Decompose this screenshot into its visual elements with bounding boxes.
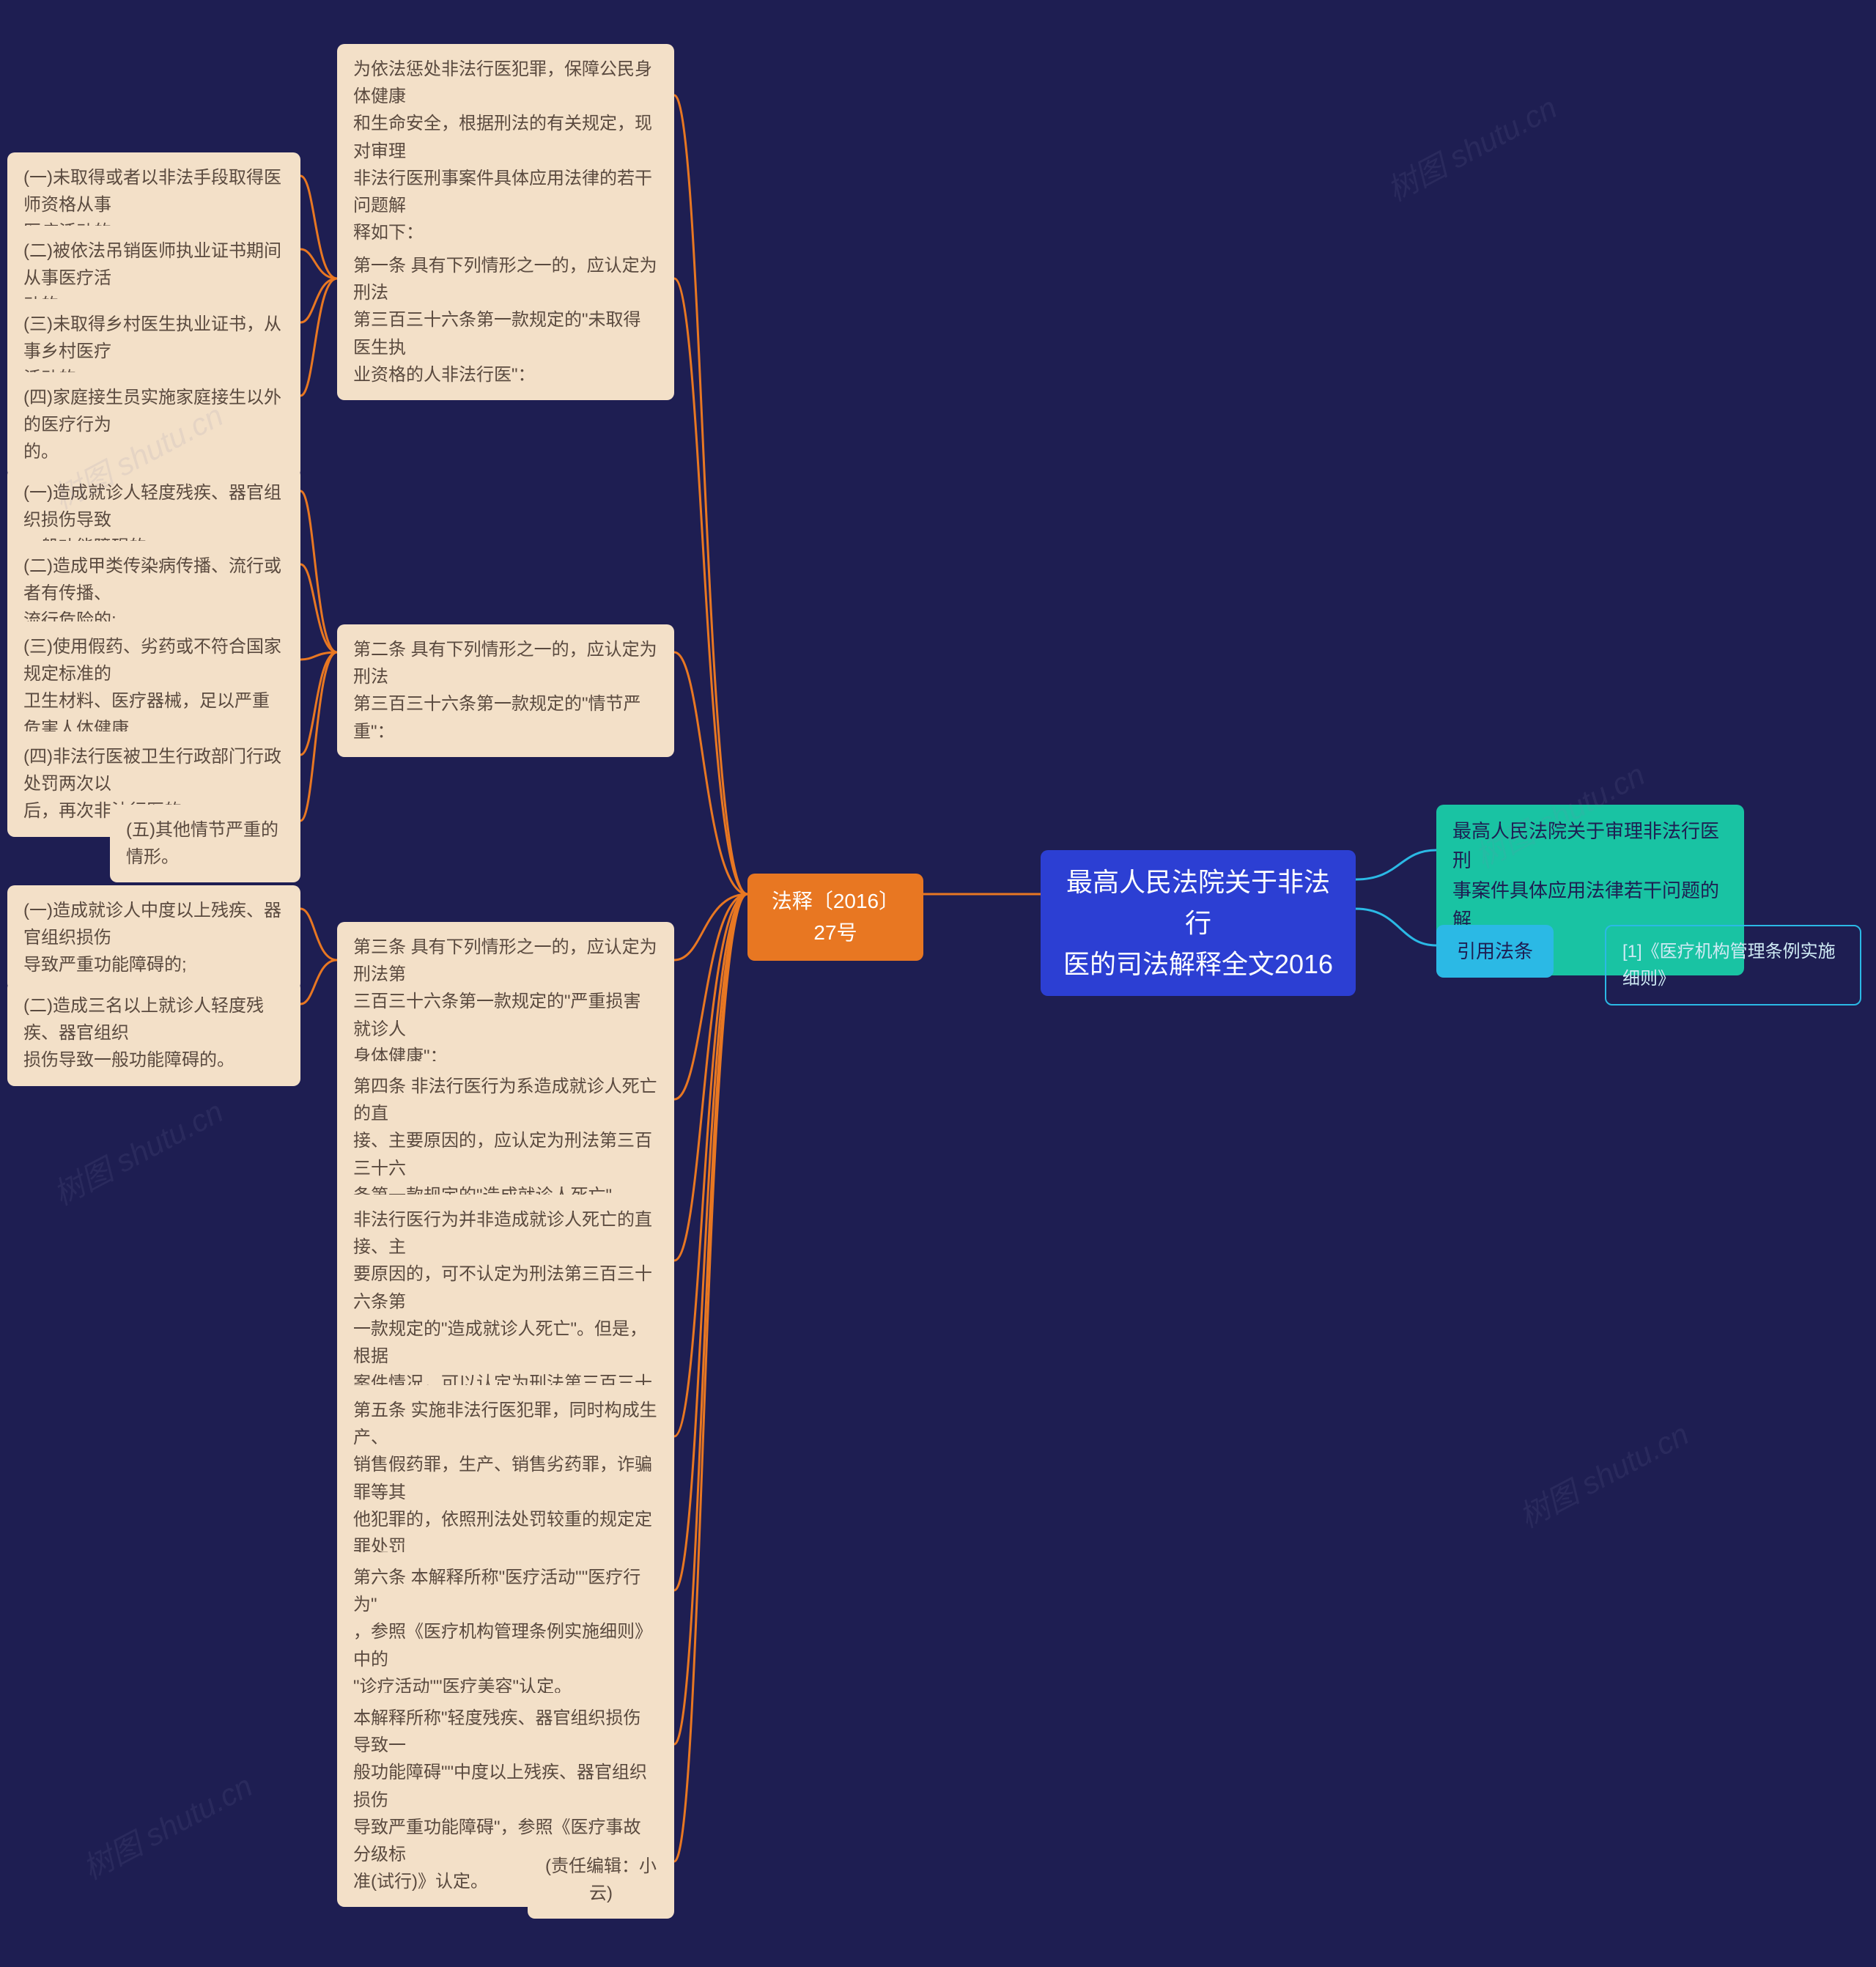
right-teal-l1: 最高人民法院关于审理非法行医刑: [1452, 816, 1728, 876]
intermediate-node[interactable]: 法释〔2016〕27号: [747, 874, 923, 961]
c1-l3: 业资格的人非法行医"：: [353, 361, 658, 388]
child-c0[interactable]: 为依法惩处非法行医犯罪，保障公民身体健康 和生命安全，根据刑法的有关规定，现对审…: [337, 44, 674, 258]
c5-l2: 要原因的，可不认定为刑法第三百三十六条第: [353, 1261, 658, 1315]
g2-5-text: (五)其他情节严重的情形。: [126, 816, 284, 871]
c8-l1: 本解释所称"轻度残疾、器官组织损伤导致一: [353, 1705, 658, 1759]
c6-l2: 销售假药罪，生产、销售劣药罪，诈骗罪等其: [353, 1451, 658, 1505]
c5-l3: 一款规定的"造成就诊人死亡"。但是，根据: [353, 1315, 658, 1370]
right-cyan-label: 引用法条: [1452, 937, 1537, 966]
mindmap-canvas: 树图 shutu.cn 树图 shutu.cn 树图 shutu.cn 树图 s…: [0, 0, 1876, 1967]
grand-g3-2[interactable]: (二)造成三名以上就诊人轻度残疾、器官组织 损伤导致一般功能障碍的。: [7, 981, 300, 1086]
watermark: 树图 shutu.cn: [1510, 1410, 1696, 1537]
c3-l1: 第三条 具有下列情形之一的，应认定为刑法第: [353, 934, 658, 988]
g3-1-l2: 导致严重功能障碍的;: [23, 951, 284, 978]
grand-g2-5[interactable]: (五)其他情节严重的情形。: [110, 805, 300, 882]
g2-2-l1: (二)造成甲类传染病传播、流行或者有传播、: [23, 553, 284, 607]
g1-2-l1: (二)被依法吊销医师执业证书期间从事医疗活: [23, 237, 284, 292]
c0-l1: 为依法惩处非法行医犯罪，保障公民身体健康: [353, 56, 658, 110]
watermark: 树图 shutu.cn: [45, 1088, 230, 1214]
g2-3-l1: (三)使用假药、劣药或不符合国家规定标准的: [23, 633, 284, 687]
right-cyan-node[interactable]: 引用法条: [1436, 925, 1554, 978]
grand-g3-1[interactable]: (一)造成就诊人中度以上残疾、器官组织损伤 导致严重功能障碍的;: [7, 885, 300, 991]
watermark: 树图 shutu.cn: [1378, 84, 1564, 210]
c3-l2: 三百三十六条第一款规定的"严重损害就诊人: [353, 988, 658, 1042]
g1-4-l2: 的。: [23, 438, 284, 465]
c6-l1: 第五条 实施非法行医犯罪，同时构成生产、: [353, 1397, 658, 1451]
child-c9[interactable]: (责任编辑：小云): [528, 1841, 674, 1919]
watermark: 树图 shutu.cn: [74, 1762, 259, 1889]
root-text-line1: 最高人民法院关于非法行: [1057, 862, 1340, 944]
c4-l1: 第四条 非法行医行为系造成就诊人死亡的直: [353, 1073, 658, 1127]
child-c7[interactable]: 第六条 本解释所称"医疗活动""医疗行为" ，参照《医疗机构管理条例实施细则》中…: [337, 1552, 674, 1712]
root-text-line2: 医的司法解释全文2016: [1057, 944, 1340, 985]
child-c2[interactable]: 第二条 具有下列情形之一的，应认定为刑法 第三百三十六条第一款规定的"情节严重"…: [337, 624, 674, 757]
g2-1-l1: (一)造成就诊人轻度残疾、器官组织损伤导致: [23, 479, 284, 534]
right-lightblue-node[interactable]: [1]《医疗机构管理条例实施细则》: [1605, 925, 1861, 1005]
c7-l2: ，参照《医疗机构管理条例实施细则》中的: [353, 1618, 658, 1672]
g3-2-l2: 损伤导致一般功能障碍的。: [23, 1047, 284, 1074]
c2-l1: 第二条 具有下列情形之一的，应认定为刑法: [353, 636, 658, 690]
c5-l1: 非法行医行为并非造成就诊人死亡的直接、主: [353, 1206, 658, 1261]
c9-text: (责任编辑：小云): [544, 1853, 658, 1907]
c0-l3: 非法行医刑事案件具体应用法律的若干问题解: [353, 165, 658, 219]
c2-l2: 第三百三十六条第一款规定的"情节严重"：: [353, 690, 658, 745]
root-node[interactable]: 最高人民法院关于非法行 医的司法解释全文2016: [1041, 850, 1356, 996]
g1-3-l1: (三)未取得乡村医生执业证书，从事乡村医疗: [23, 311, 284, 365]
g2-4-l1: (四)非法行医被卫生行政部门行政处罚两次以: [23, 743, 284, 797]
c4-l2: 接、主要原因的，应认定为刑法第三百三十六: [353, 1127, 658, 1181]
grand-g1-4[interactable]: (四)家庭接生员实施家庭接生以外的医疗行为 的。: [7, 372, 300, 478]
c1-l1: 第一条 具有下列情形之一的，应认定为刑法: [353, 252, 658, 306]
g1-4-l1: (四)家庭接生员实施家庭接生以外的医疗行为: [23, 384, 284, 438]
intermediate-label: 法释〔2016〕27号: [764, 885, 907, 949]
c7-l1: 第六条 本解释所称"医疗活动""医疗行为": [353, 1564, 658, 1618]
child-c3[interactable]: 第三条 具有下列情形之一的，应认定为刑法第 三百三十六条第一款规定的"严重损害就…: [337, 922, 674, 1082]
g3-1-l1: (一)造成就诊人中度以上残疾、器官组织损伤: [23, 897, 284, 951]
c0-l2: 和生命安全，根据刑法的有关规定，现对审理: [353, 110, 658, 164]
right-lightblue-label: [1]《医疗机构管理条例实施细则》: [1622, 938, 1844, 992]
g1-1-l1: (一)未取得或者以非法手段取得医师资格从事: [23, 164, 284, 218]
c1-l2: 第三百三十六条第一款规定的"未取得医生执: [353, 306, 658, 361]
c8-l2: 般功能障碍""中度以上残疾、器官组织损伤: [353, 1759, 658, 1813]
child-c1[interactable]: 第一条 具有下列情形之一的，应认定为刑法 第三百三十六条第一款规定的"未取得医生…: [337, 240, 674, 400]
g3-2-l1: (二)造成三名以上就诊人轻度残疾、器官组织: [23, 992, 284, 1047]
